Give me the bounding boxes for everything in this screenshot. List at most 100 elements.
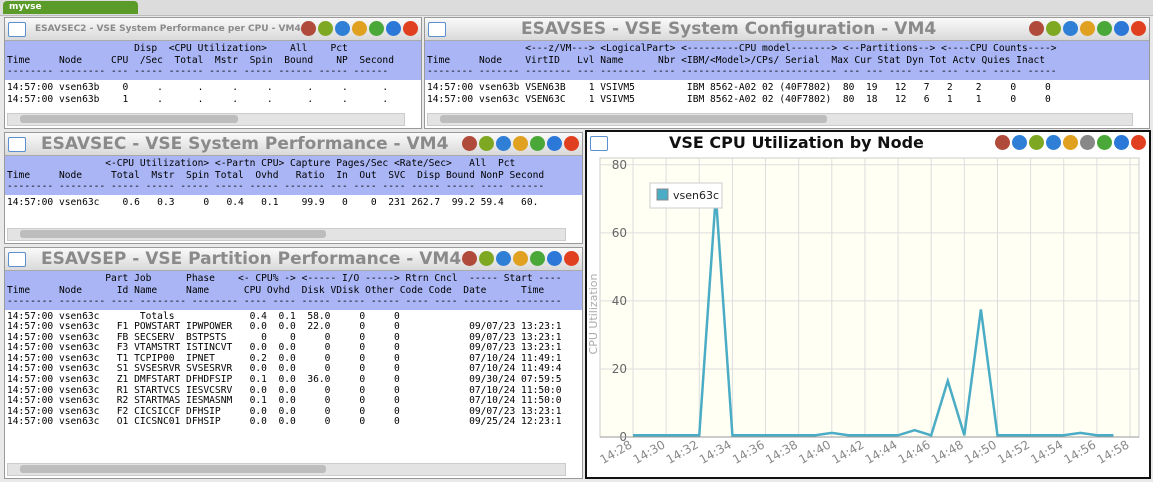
table-row: 14:57:00 vsen63c F1 POWSTART IPWPOWER 0.… <box>7 321 562 333</box>
y-axis-label: CPU Utilization <box>587 273 600 354</box>
toolbar <box>1029 21 1146 36</box>
header-line: <---z/VM---> <LogicalPart> <---------CPU… <box>427 43 1057 54</box>
x-tick-label: 14:56 <box>1061 437 1098 466</box>
x-tick-label: 14:44 <box>863 437 900 466</box>
header-line: Disp <CPU Utilization> All Pct <box>7 43 348 54</box>
tool-button[interactable] <box>564 136 579 151</box>
tool-button[interactable] <box>513 251 528 266</box>
data-line <box>633 195 1114 437</box>
tool-button[interactable] <box>301 21 316 36</box>
scrollbar[interactable] <box>7 463 566 476</box>
panel-header: ESAVSEC - VSE System Performance - VM4 <box>5 133 582 156</box>
header-line: Time Node VirtID Lvl Name Nbr <IBM/<Mode… <box>427 54 1046 66</box>
scroll-thumb[interactable] <box>20 115 238 123</box>
tool-button[interactable] <box>530 136 545 151</box>
tool-button[interactable] <box>530 251 545 266</box>
scroll-thumb[interactable] <box>20 230 327 238</box>
tool-button[interactable] <box>318 21 333 36</box>
report-panel: ESAVSEC - VSE System Performance - VM4 <… <box>4 132 583 244</box>
tool-button[interactable] <box>352 21 367 36</box>
scrollbar[interactable] <box>7 228 566 241</box>
tool-button[interactable] <box>496 136 511 151</box>
column-header: <-CPU Utilization> <-Partn CPU> Capture … <box>5 156 582 195</box>
column-header: <---z/VM---> <LogicalPart> <---------CPU… <box>425 41 1149 80</box>
scrollbar[interactable] <box>7 113 405 126</box>
tab-label[interactable]: myvse <box>9 2 42 12</box>
tool-button[interactable] <box>369 21 384 36</box>
header-line: Part Job Phase <- CPU% -> <----- I/O ---… <box>7 273 562 284</box>
tool-button[interactable] <box>1080 21 1095 36</box>
x-tick-label: 14:42 <box>829 437 866 466</box>
tool-button[interactable] <box>1012 135 1027 150</box>
collapse-button[interactable] <box>8 137 26 152</box>
table-body: 14:57:00 vsen63c Totals 0.4 0.1 58.0 0 0… <box>5 310 582 429</box>
collapse-button[interactable] <box>8 252 26 267</box>
table-row: 14:57:00 vsen63c S1 SVSESRVR SVSESRVR 0.… <box>7 363 562 375</box>
legend-label: vsen63c <box>673 189 719 202</box>
x-tick-label: 14:54 <box>1028 437 1065 466</box>
column-header: Part Job Phase <- CPU% -> <----- I/O ---… <box>5 271 582 310</box>
tool-button[interactable] <box>1063 135 1078 150</box>
y-tick-label: 80 <box>612 158 627 172</box>
x-tick-label: 14:32 <box>664 437 701 466</box>
scroll-thumb[interactable] <box>440 115 828 123</box>
tool-button[interactable] <box>1131 21 1146 36</box>
tool-button[interactable] <box>1114 21 1129 36</box>
tool-button[interactable] <box>1131 135 1146 150</box>
report-panel: ESAVSEP - VSE Partition Performance - VM… <box>4 247 583 479</box>
collapse-button[interactable] <box>590 136 608 151</box>
tool-button[interactable] <box>462 136 477 151</box>
chart-panel: VSE CPU Utilization by Node 0 20 40 60 80 14:2… <box>585 130 1151 479</box>
tool-button[interactable] <box>403 21 418 36</box>
tool-button[interactable] <box>496 251 511 266</box>
tool-button[interactable] <box>386 21 401 36</box>
table-row: 14:57:00 vsen63b 0 . . . . . . . <box>7 81 389 93</box>
tool-button[interactable] <box>1097 135 1112 150</box>
collapse-button[interactable] <box>8 22 26 37</box>
tool-button[interactable] <box>1114 135 1129 150</box>
panel-title: ESAVSEC - VSE System Performance - VM4 <box>41 134 449 154</box>
header-line: Time Node CPU /Sec Total Mstr Spin Bound… <box>7 54 394 66</box>
panel-title: ESAVSES - VSE System Configuration - VM4 <box>521 19 937 39</box>
tool-button[interactable] <box>1080 135 1095 150</box>
tool-button[interactable] <box>1046 135 1061 150</box>
tool-button[interactable] <box>513 136 528 151</box>
header-line: -------- -------- ----- ----- ----- ----… <box>7 181 545 192</box>
tool-button[interactable] <box>1097 21 1112 36</box>
header-line: <-CPU Utilization> <-Partn CPU> Capture … <box>7 158 516 169</box>
y-tick-label: 40 <box>612 294 627 308</box>
x-tick-label: 14:46 <box>896 437 933 466</box>
tool-button[interactable] <box>1046 21 1061 36</box>
y-tick-label: 20 <box>612 362 627 376</box>
scroll-thumb[interactable] <box>20 465 327 473</box>
tool-button[interactable] <box>335 21 350 36</box>
header-line: Time Node Id Name Name CPU Ovhd Disk VDi… <box>7 284 545 296</box>
scrollbar[interactable] <box>427 113 1133 126</box>
tool-button[interactable] <box>1063 21 1078 36</box>
table-row: 14:57:00 vsen63c 0.6 0.3 0 0.4 0.1 99.9 … <box>7 196 539 208</box>
x-tick-label: 14:30 <box>631 437 668 466</box>
tab[interactable]: myvse <box>3 1 138 14</box>
x-tick-label: 14:50 <box>962 437 999 466</box>
tool-button[interactable] <box>479 136 494 151</box>
tool-button[interactable] <box>995 135 1010 150</box>
tool-button[interactable] <box>1029 21 1044 36</box>
panel-header: VSE CPU Utilization by Node <box>587 132 1149 154</box>
tool-button[interactable] <box>547 251 562 266</box>
tool-button[interactable] <box>462 251 477 266</box>
collapse-button[interactable] <box>428 22 446 37</box>
tool-button[interactable] <box>1029 135 1044 150</box>
report-panel: ESAVSEC2 - VSE System Performance per CP… <box>4 17 422 129</box>
x-tick-label: 14:38 <box>763 437 800 466</box>
table-body: 14:57:00 vsen63c 0.6 0.3 0 0.4 0.1 99.9 … <box>5 195 582 210</box>
table-row: 14:57:00 vsen63c F3 VTAMSTRT ISTINCVT 0.… <box>7 342 562 354</box>
toolbar <box>462 251 579 266</box>
table-row: 14:57:00 vsen63c Z1 DMFSTART DFHDFSIP 0.… <box>7 374 562 386</box>
tool-button[interactable] <box>564 251 579 266</box>
toolbar <box>462 136 579 151</box>
tool-button[interactable] <box>479 251 494 266</box>
header-line: -------- ------- -------- --- -------- -… <box>427 66 1057 77</box>
toolbar <box>301 21 418 36</box>
tool-button[interactable] <box>547 136 562 151</box>
